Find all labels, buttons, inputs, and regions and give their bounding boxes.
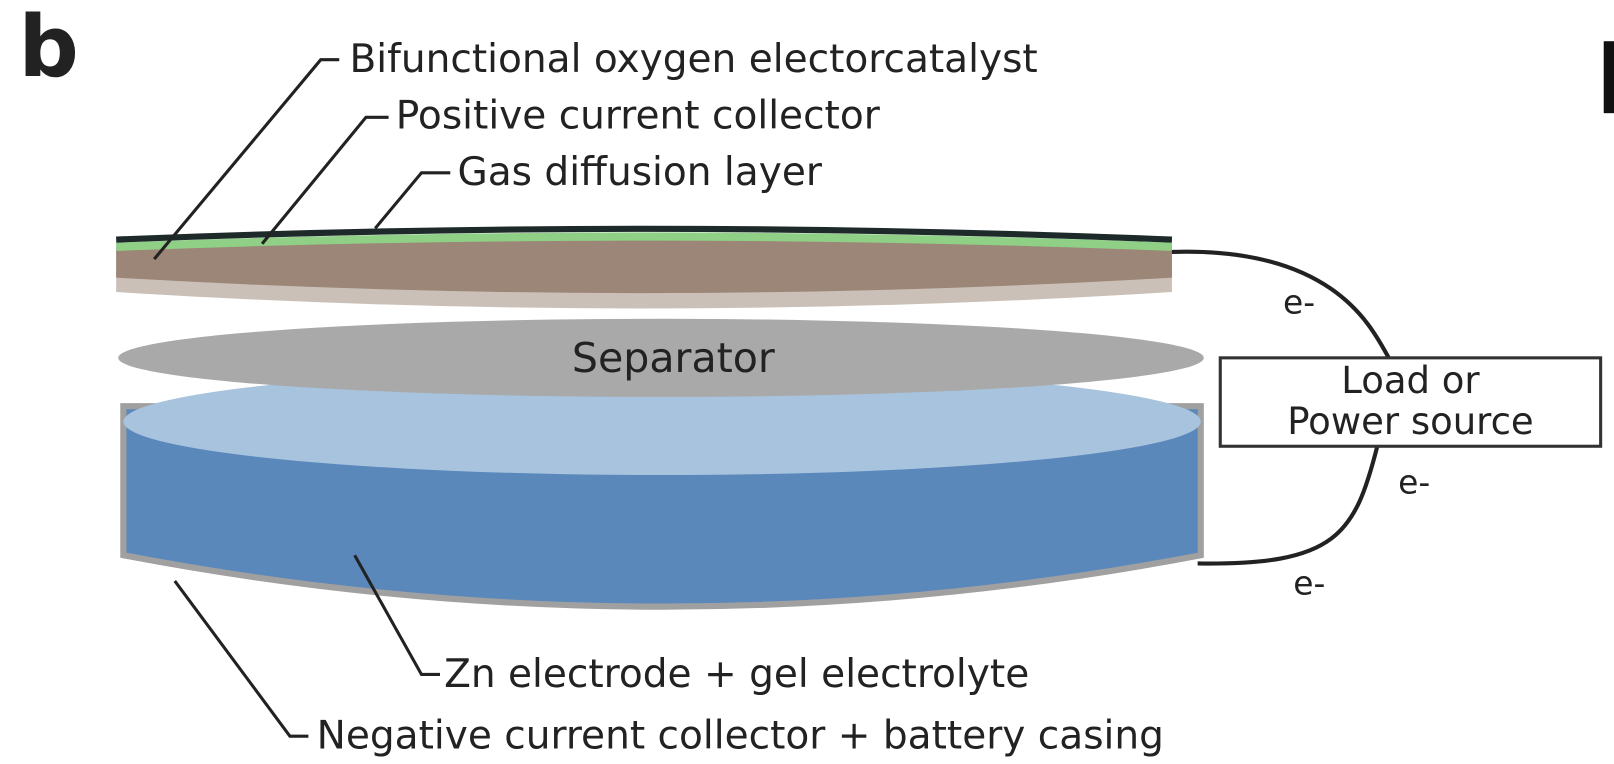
load-text: Load or	[1341, 359, 1480, 402]
leader-line	[353, 554, 440, 677]
electron-label: e-	[1293, 563, 1325, 602]
load-text: Power source	[1287, 400, 1534, 443]
load-box	[1218, 356, 1603, 448]
label: Negative current collector + battery cas…	[317, 713, 1164, 758]
leader-line	[153, 58, 340, 261]
separator	[118, 318, 1204, 397]
electrolyte-top	[123, 368, 1201, 476]
edge-bar	[1603, 41, 1614, 114]
wire	[1171, 249, 1392, 361]
current-collector	[116, 232, 1173, 251]
gas-diffusion-layer-side	[116, 235, 1172, 294]
electron-label: e-	[1283, 283, 1315, 322]
separator-label: Separator	[572, 334, 775, 382]
label: Zn electrode + gel electrolyte	[444, 652, 1029, 697]
wire	[1197, 444, 1380, 566]
label: Gas diffusion layer	[457, 150, 822, 195]
leader-line	[374, 171, 451, 230]
label: Positive current collector	[396, 94, 881, 139]
panel-label: b	[19, 0, 79, 96]
label: Bifunctional oxygen electorcatalyst	[350, 37, 1038, 82]
leader-line	[260, 115, 389, 245]
leader-line	[173, 580, 309, 738]
electron-label: e-	[1398, 463, 1430, 502]
